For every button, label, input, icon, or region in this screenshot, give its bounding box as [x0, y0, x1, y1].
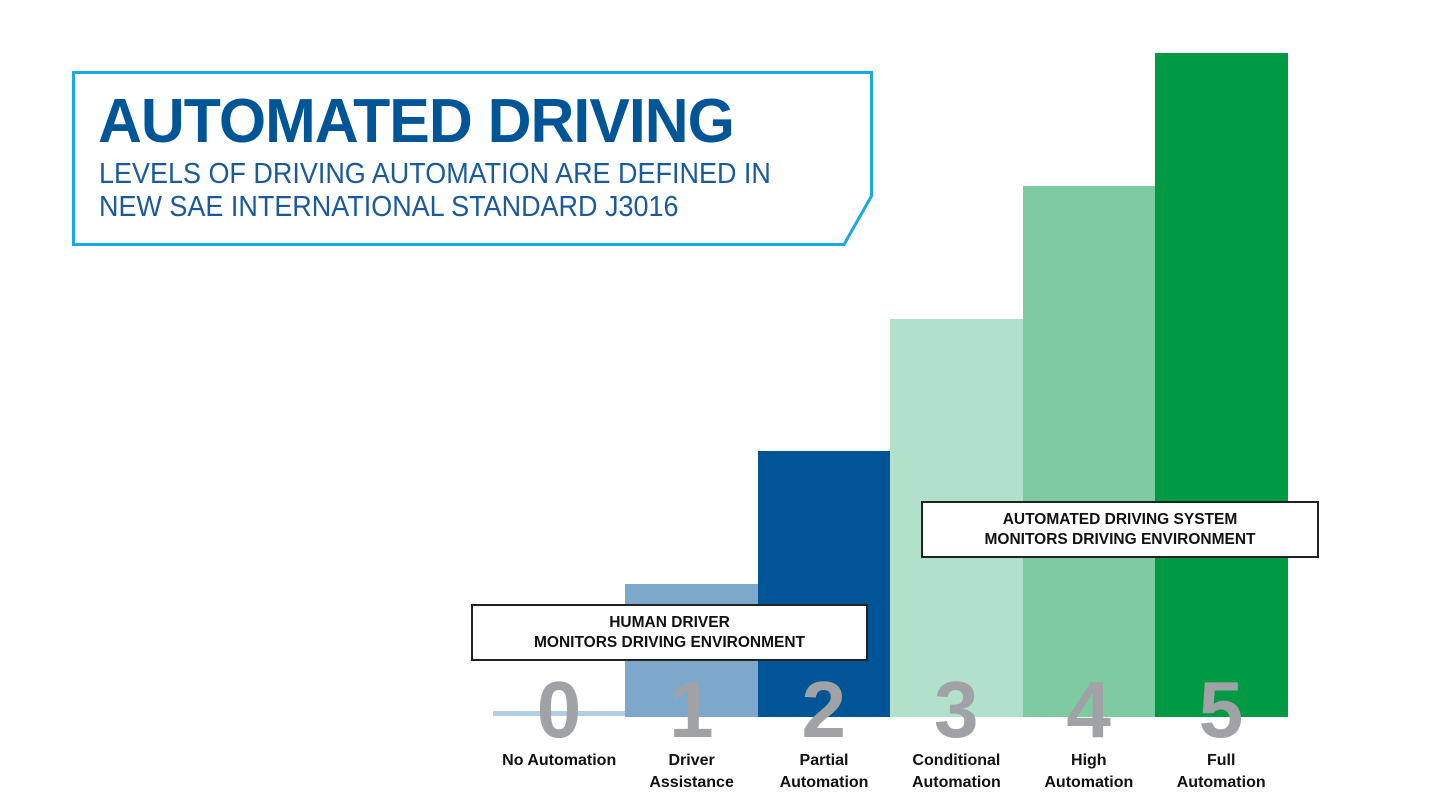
- chart-title: AUTOMATED DRIVING: [98, 87, 735, 156]
- level-label-line: No Automation: [502, 752, 617, 769]
- bar-level-4: [1022, 185, 1156, 717]
- level-label-line: Conditional: [912, 752, 1001, 769]
- level-label-line: Automation: [911, 774, 1001, 791]
- annotation-automated-system: AUTOMATED DRIVING SYSTEM MONITORS DRIVIN…: [921, 501, 1319, 558]
- level-label-line: Assistance: [649, 774, 734, 791]
- subtitle-line: LEVELS OF DRIVING AUTOMATION ARE DEFINED…: [99, 158, 771, 190]
- bar-level-5: [1155, 53, 1288, 717]
- level-number: 3: [933, 665, 979, 754]
- bar-level-0: [493, 711, 626, 716]
- annotation-line: MONITORS DRIVING ENVIRONMENT: [534, 634, 805, 651]
- level-label: Conditional Automation: [892, 750, 1020, 794]
- level-label: No Automation: [495, 750, 623, 772]
- chart-subtitle: LEVELS OF DRIVING AUTOMATION ARE DEFINED…: [99, 158, 771, 224]
- level-label-line: Automation: [1044, 774, 1134, 791]
- level-number: 1: [669, 665, 714, 754]
- level-number: 5: [1198, 665, 1244, 754]
- annotation-line: AUTOMATED DRIVING SYSTEM: [1002, 511, 1238, 528]
- level-label: High Automation: [1025, 750, 1153, 794]
- level-number: 2: [801, 665, 847, 754]
- level-label-line: Partial: [799, 752, 849, 769]
- annotation-human-driver: HUMAN DRIVER MONITORS DRIVING ENVIRONMEN…: [471, 604, 868, 661]
- annotation-line: MONITORS DRIVING ENVIRONMENT: [984, 531, 1256, 548]
- level-label-line: Driver: [668, 752, 715, 769]
- level-number: 4: [1066, 665, 1111, 754]
- level-label: Driver Assistance: [628, 750, 756, 794]
- subtitle-line: NEW SAE INTERNATIONAL STANDARD J3016: [99, 191, 679, 223]
- bar-level-2: [757, 451, 891, 717]
- level-label-line: Automation: [1176, 774, 1266, 791]
- level-label: Partial Automation: [760, 750, 888, 794]
- level-number: 0: [536, 665, 582, 754]
- level-label-line: Automation: [779, 774, 869, 791]
- annotation-line: HUMAN DRIVER: [609, 614, 730, 631]
- level-label-line: High: [1071, 752, 1107, 769]
- level-label-line: Full: [1206, 752, 1236, 769]
- level-label: Full Automation: [1157, 750, 1285, 794]
